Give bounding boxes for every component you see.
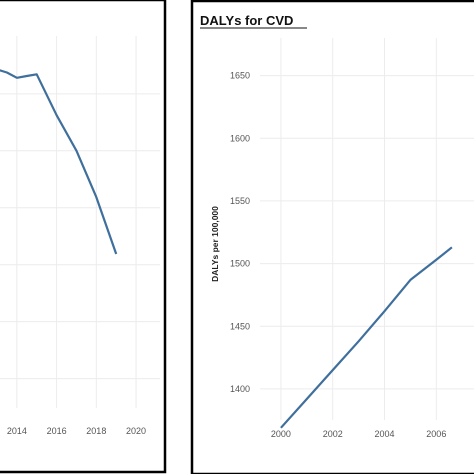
y-axis-label: DALYs per 100,000 <box>210 206 220 282</box>
right-chart: DALYs for CVD DALYs per 100,000 1400 1450… <box>190 0 474 474</box>
x-tick-label: 2016 <box>47 426 67 436</box>
left-panel-border <box>0 0 167 474</box>
series-line <box>0 69 118 255</box>
x-tick-label: 2000 <box>271 429 291 439</box>
x-tick-label: 2006 <box>426 429 446 439</box>
x-tick-label: 2002 <box>323 429 343 439</box>
y-tick-label: 1450 <box>230 321 250 331</box>
series-line <box>280 246 453 429</box>
y-tick-label: 1500 <box>230 259 250 269</box>
chart-title: DALYs for CVD <box>200 13 293 28</box>
y-tick-label: 1650 <box>230 71 250 81</box>
y-tick-label: 1550 <box>230 196 250 206</box>
left-chart: 2014 2016 2018 2020 <box>0 0 167 474</box>
y-tick-label: 1400 <box>230 384 250 394</box>
x-tick-label: 2020 <box>126 426 146 436</box>
x-tick-label: 2014 <box>7 426 27 436</box>
y-tick-label: 1600 <box>230 133 250 143</box>
x-tick-label: 2018 <box>86 426 106 436</box>
x-tick-label: 2004 <box>375 429 395 439</box>
